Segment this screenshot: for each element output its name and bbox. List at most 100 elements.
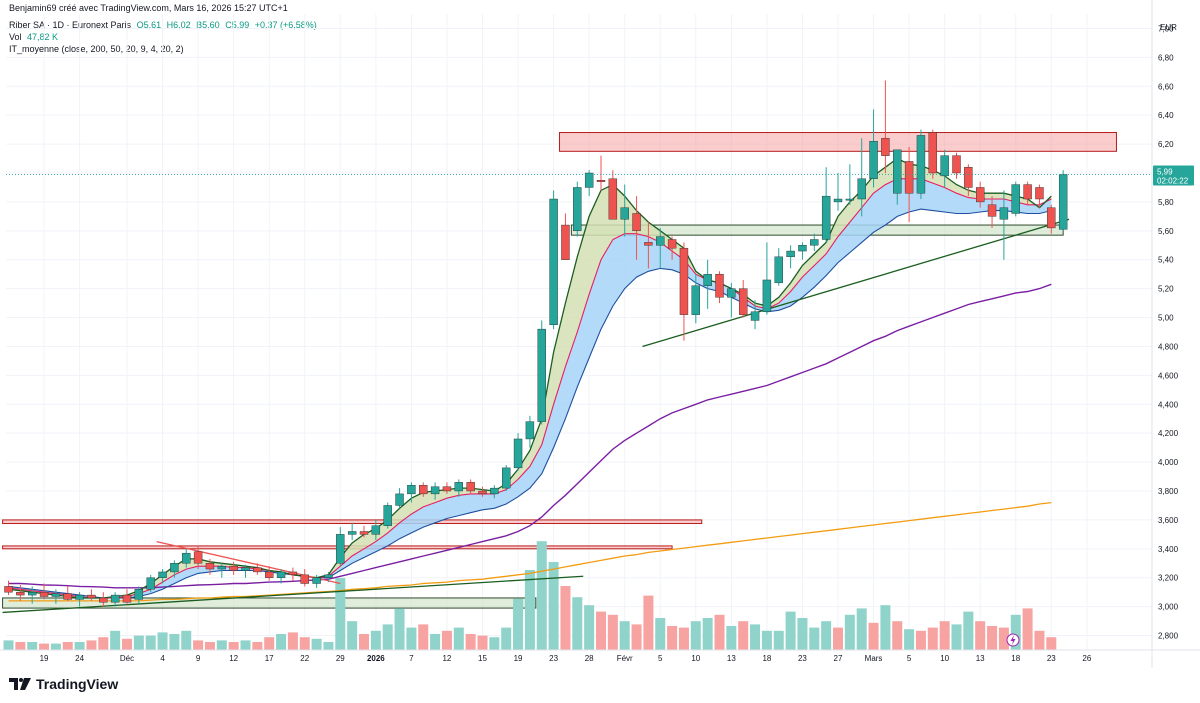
candle (1058, 170, 1068, 231)
candle (786, 245, 795, 269)
ma-mid-line (8, 178, 1052, 599)
candle (51, 589, 61, 604)
y-tick-label: 3,200 (1158, 574, 1179, 583)
candle (525, 415, 535, 448)
candle-body (904, 161, 914, 194)
volume-bar (3, 640, 14, 650)
close-value: C5,99 (225, 20, 250, 30)
volume-bar (963, 611, 974, 650)
trendline (156, 540, 341, 585)
candle (490, 485, 499, 499)
candle-body (1058, 174, 1068, 230)
volume-bar (726, 626, 737, 650)
candle (324, 571, 333, 583)
volume-bar (430, 634, 441, 650)
candle (217, 563, 227, 578)
candle-body (502, 467, 511, 489)
candle (75, 592, 84, 607)
candle (964, 164, 973, 197)
x-tick-label: 19 (514, 654, 523, 663)
candle-body (739, 288, 748, 315)
candle-body (750, 311, 760, 321)
candle-body (146, 577, 155, 590)
candle-body (964, 167, 973, 188)
candle-body (1011, 184, 1020, 214)
volume-bar (690, 621, 701, 650)
volume-bar (406, 627, 417, 650)
candle-body (667, 239, 677, 249)
candle (253, 563, 262, 575)
candle-body (16, 591, 25, 596)
candle-body (336, 534, 345, 564)
x-tick-label: 7 (409, 654, 414, 663)
volume-bar (311, 638, 322, 650)
volume-bar (299, 637, 310, 650)
x-tick-label: 26 (1082, 654, 1091, 663)
candle-body (122, 594, 132, 603)
volume-bar (536, 541, 547, 650)
tradingview-logo: TradingView (9, 676, 118, 692)
candle-body (596, 180, 606, 182)
volume-bar (702, 618, 713, 650)
candle-body (584, 172, 594, 188)
trendline (2, 575, 584, 614)
candle-body (75, 594, 84, 600)
candle-body (490, 487, 499, 495)
candle-body (762, 279, 772, 312)
volume-bar (465, 634, 476, 650)
candle (667, 236, 677, 260)
candle-body (632, 213, 641, 232)
volume-bar (276, 634, 287, 650)
y-tick-label: 2,800 (1158, 632, 1179, 641)
candle (110, 592, 120, 607)
candle-body (4, 586, 13, 593)
candle-body (383, 505, 392, 526)
candle-body (51, 593, 61, 597)
candle (573, 181, 582, 237)
volume-bar (145, 635, 156, 650)
candle-body (1047, 207, 1056, 229)
y-tick-label: 5,80 (1158, 198, 1174, 207)
volume-bar (607, 614, 618, 650)
candle (288, 567, 298, 581)
volume-bar (513, 598, 524, 650)
candle-body (727, 288, 736, 298)
volume-bar (157, 632, 168, 650)
ma200-line (8, 501, 1052, 602)
volume-bar (335, 578, 346, 650)
symbol-name: Riber SA · 1D · Euronext Paris (9, 20, 132, 30)
candle-body (241, 567, 250, 571)
candle-body (324, 574, 333, 578)
candle-body (928, 132, 937, 174)
candles-layer (4, 80, 1068, 607)
volume-bar (998, 627, 1009, 650)
candle (241, 564, 250, 578)
x-tick-label: 2026 (367, 654, 385, 663)
candle (466, 479, 475, 494)
x-tick-label: 15 (478, 654, 487, 663)
candle-body (703, 273, 712, 286)
candle-body (644, 242, 653, 246)
volume-bar (797, 618, 808, 650)
volume-bar (596, 611, 606, 650)
y-tick-label: 5,20 (1158, 285, 1174, 294)
x-tick-label: 9 (196, 654, 201, 663)
candle-body (952, 155, 961, 174)
volume-bar (643, 595, 654, 650)
candle-body (656, 236, 665, 246)
candle-body (28, 591, 37, 596)
candle (916, 129, 926, 200)
volume-bar (347, 621, 358, 650)
candle-body (1035, 187, 1044, 200)
x-tick-label: Févr (617, 654, 633, 663)
volume-bar (110, 630, 121, 650)
volume-bar (987, 626, 998, 650)
x-tick-label: 17 (265, 654, 274, 663)
volume-bar (193, 640, 204, 650)
candle-body (976, 187, 985, 203)
band-mid-slow (8, 178, 1052, 599)
candle (182, 548, 191, 568)
volume-label: Vol (9, 32, 22, 42)
y-tick-label: 5,00 (1158, 314, 1174, 323)
